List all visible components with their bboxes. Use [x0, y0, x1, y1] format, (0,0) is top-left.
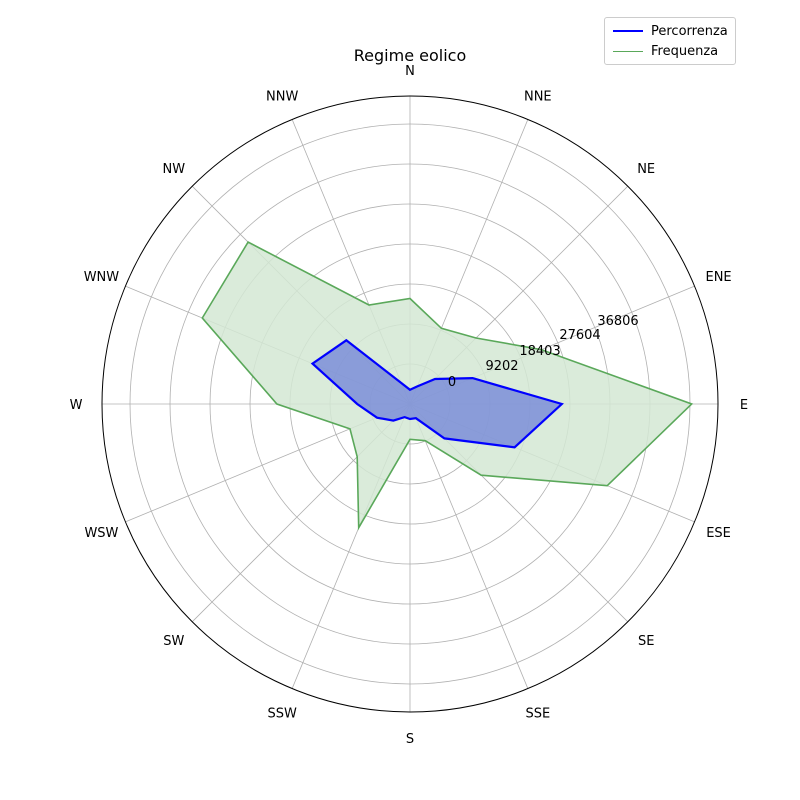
direction-label-n: N: [405, 64, 415, 79]
direction-label-s: S: [406, 732, 414, 747]
chart-title: Regime eolico: [354, 46, 466, 65]
direction-label-nne: NNE: [524, 89, 552, 104]
radial-tick-label: 18403: [519, 344, 560, 359]
direction-label-wnw: WNW: [84, 270, 120, 285]
direction-label-sse: SSE: [525, 707, 550, 722]
radial-tick-label: 27604: [559, 328, 600, 343]
radial-tick-label: 0: [448, 375, 456, 390]
direction-label-sw: SW: [163, 634, 184, 649]
radial-tick-label: 36806: [597, 314, 638, 329]
direction-label-ene: ENE: [705, 270, 731, 285]
direction-label-w: W: [70, 398, 83, 413]
direction-label-e: E: [740, 398, 748, 413]
series-layer: [201, 241, 694, 531]
direction-label-wsw: WSW: [84, 526, 118, 541]
legend-swatch-frequenza: [613, 50, 643, 52]
line-percorrenza: [310, 338, 564, 449]
grid-spoke: [409, 403, 529, 689]
axis-labels: N NNE NE ENE E ESE SE SSE S SSW SW WSW W WNW NW NNW 0 920…: [70, 64, 749, 747]
direction-label-ssw: SSW: [268, 707, 298, 722]
legend-label-percorrenza: Percorrenza: [651, 23, 728, 39]
area-percorrenza: [312, 340, 562, 448]
direction-label-nw: NW: [163, 162, 186, 177]
legend-entry-frequenza: Frequenza: [613, 41, 718, 61]
line-frequenza: [201, 241, 694, 531]
outer-ring: [101, 95, 719, 713]
radial-tick-label: 9202: [485, 359, 518, 374]
direction-label-ne: NE: [637, 162, 655, 177]
direction-label-se: SE: [638, 634, 654, 649]
direction-label-ese: ESE: [706, 526, 731, 541]
direction-label-nnw: NNW: [266, 89, 298, 104]
legend-entry-percorrenza: Percorrenza: [613, 21, 728, 41]
legend-label-frequenza: Frequenza: [651, 43, 719, 59]
legend-swatch-percorrenza: [613, 30, 643, 32]
legend: Percorrenza Frequenza: [604, 17, 736, 65]
